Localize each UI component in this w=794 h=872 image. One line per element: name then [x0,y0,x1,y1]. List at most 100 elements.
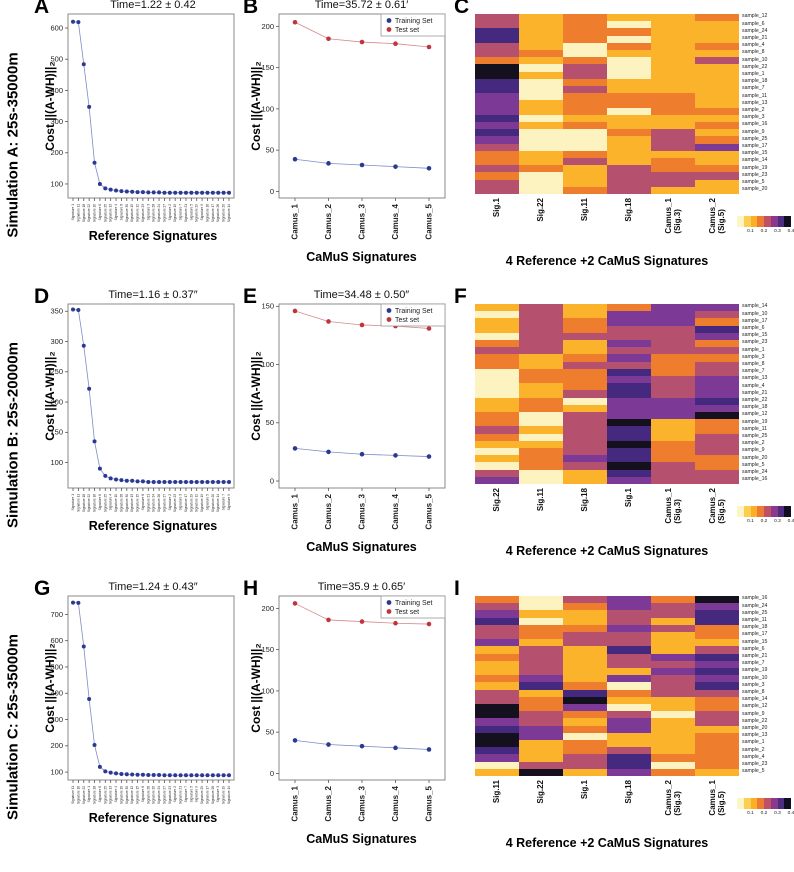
heatmap-cell [695,610,739,618]
heatmap-cell [519,35,563,43]
x-tick-label: Camus_1 [291,785,300,821]
colorbar-swatch [743,506,751,517]
data-point [393,620,398,626]
heatmap-cell [475,304,519,312]
heatmap-cell [563,28,607,36]
heatmap-cell [519,761,563,769]
heatmap-cell [475,35,519,43]
colorbar-swatch [750,798,758,809]
heatmap-cell [563,455,607,463]
heatmap-column-label: Sig.22 [536,198,546,222]
heatmap-cell [695,718,739,726]
data-point [87,386,92,391]
heatmap-cell [607,179,651,187]
heatmap-cell [695,390,739,398]
heatmap-cell [695,136,739,144]
colorbar-swatch [750,506,758,517]
x-tick-label: Signature 10 [93,204,97,222]
data-point [157,479,162,484]
heatmap-cell [475,740,519,748]
sample-label: sample_12 [742,703,768,710]
x-tick-label: Signature 1 [87,786,91,803]
x-tick-label: Signature 3 [179,494,183,511]
heatmap-cell [563,129,607,137]
heatmap-cell [607,143,651,151]
heatmap-cell [695,704,739,712]
heatmap-cell [519,136,563,144]
heatmap-cell [475,340,519,348]
heatmap-cell [563,368,607,377]
legend-label: Training Set [395,600,433,607]
heatmap-cell [651,347,695,355]
x-axis-label: CaMuS Signatures [306,832,417,846]
heatmap-cell [651,704,695,712]
panel-letter: A [34,0,50,18]
x-axis-label: CaMuS Signatures [306,540,417,554]
heatmap-cell [651,340,695,348]
heatmap-cell [563,311,607,319]
heatmap-column-label: Sig.1 [492,198,502,218]
heatmap-cell [519,78,563,87]
heatmap-cell [607,397,651,405]
heatmap-cell [475,318,519,326]
y-tick-label: 500 [50,662,63,671]
sample-label: sample_8 [742,361,765,367]
heatmap-cell [563,419,607,427]
x-tick-label: Signature 27 [162,494,166,512]
heatmap-cell [695,754,739,762]
x-tick-label: Signature 29 [189,494,193,512]
colorbar-swatch [784,216,791,227]
sample-label: sample_19 [742,667,768,674]
data-point [393,41,398,47]
heatmap-cell [651,158,695,166]
data-point [227,773,231,778]
heatmap-cell [563,64,607,72]
heatmap-cell [475,761,519,769]
heatmap-cell [651,50,695,58]
data-point [124,772,129,777]
heatmap-cell [519,129,563,137]
heatmap-cell [607,646,651,654]
heatmap-cell [475,50,519,58]
x-tick-label: Signature 11 [76,204,80,222]
heatmap-cell [607,704,651,712]
heatmap-cell [563,469,607,477]
sample-label: sample_6 [742,645,765,652]
heatmap-cell [651,179,695,187]
heatmap-cell [563,390,607,398]
y-tick-label: 200 [261,604,274,613]
heatmap-cell [607,122,651,130]
colorbar-swatch [737,798,744,809]
heatmap-cell [695,740,739,748]
data-point [151,773,156,778]
heatmap-cell [695,318,739,326]
data-point [146,479,151,484]
heatmap-cell [695,311,739,319]
heatmap-cell [475,610,519,618]
heatmap-cell [475,354,519,362]
sample-label: sample_2 [742,746,765,753]
heatmap-cell [563,71,607,79]
sample-label: sample_13 [742,99,768,106]
data-point [135,479,140,484]
data-point [173,190,178,195]
heatmap-cell [651,150,695,159]
sample-label: sample_7 [742,85,765,92]
data-point [119,771,124,776]
heatmap-cell [475,624,519,633]
heatmap-cell [475,165,519,173]
heatmap-cell [695,448,739,456]
x-tick-label: Signature 14 [227,786,231,804]
heatmap-cell [519,639,563,647]
colorbar-tick-label: 0.2 [760,228,768,234]
sample-label: sample_23 [742,339,768,346]
heatmap-cell [607,383,651,391]
sample-label: sample_8 [742,49,765,56]
x-tick-label: Signature 12 [136,204,140,222]
heatmap-cell [695,426,739,434]
heatmap-column-label: Camus_1 (Sig.5) [707,780,726,816]
heatmap-cell [519,122,563,130]
legend-label: Training Set [395,18,433,25]
data-point [140,772,145,777]
